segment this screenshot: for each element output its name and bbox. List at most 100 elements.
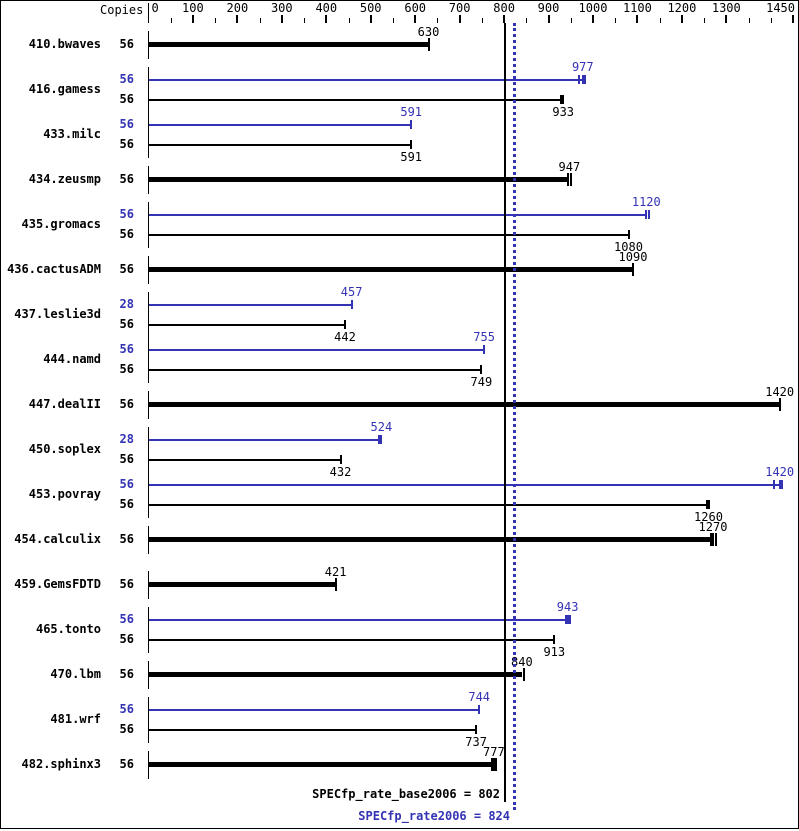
x-axis-minor-tick xyxy=(526,18,528,23)
copies-label: 28 xyxy=(119,432,134,446)
value-label: 591 xyxy=(400,105,423,119)
base-bar xyxy=(149,672,522,677)
peak-bar xyxy=(149,484,780,486)
y-axis-segment xyxy=(148,202,149,248)
base-bar xyxy=(149,369,482,371)
copies-label: 56 xyxy=(119,632,134,646)
benchmark-label: 481.wrf xyxy=(50,712,101,726)
peak-bar xyxy=(149,349,485,351)
base-bar xyxy=(149,402,780,407)
copies-label: 56 xyxy=(119,532,134,546)
x-axis-major-tick xyxy=(503,15,506,23)
x-axis-minor-tick xyxy=(393,18,394,23)
base-bar xyxy=(149,144,412,146)
value-label: 755 xyxy=(473,330,495,344)
copies-label: 56 xyxy=(119,172,134,186)
value-label: 1080 xyxy=(614,240,643,254)
x-axis-major-tick xyxy=(369,15,372,23)
x-axis-tick-label: 1000 xyxy=(578,1,608,15)
base-rate-reference-line xyxy=(504,23,506,802)
peak-bar xyxy=(149,124,412,126)
base-bar xyxy=(149,99,564,101)
x-axis-major-tick xyxy=(458,15,461,23)
benchmark-label: 436.cactusADM xyxy=(7,262,101,276)
base-bar xyxy=(149,324,345,326)
benchmark-label: 444.namd xyxy=(43,352,101,366)
x-axis-major-tick xyxy=(792,15,794,23)
value-label: 1090 xyxy=(618,250,648,264)
x-axis-tick-label: 600 xyxy=(404,1,427,15)
run-marker-tick xyxy=(627,230,630,239)
value-label: 943 xyxy=(556,600,579,614)
benchmark-label: 453.povray xyxy=(28,487,101,501)
x-axis-minor-tick xyxy=(704,18,706,23)
x-axis-minor-tick xyxy=(259,18,261,23)
run-marker-tick xyxy=(581,75,584,84)
run-marker-tick xyxy=(339,455,342,464)
run-marker-tick xyxy=(380,435,383,444)
run-marker-tick xyxy=(410,140,413,149)
value-label: 737 xyxy=(465,735,487,749)
run-marker-tick xyxy=(523,668,526,681)
value-label: 1420 xyxy=(765,465,795,479)
peak-rate-label: SPECfp_rate2006 = 824 xyxy=(358,809,510,823)
x-axis-major-tick xyxy=(414,15,417,23)
y-axis-segment xyxy=(148,472,149,518)
run-marker-tick xyxy=(781,480,784,489)
run-marker-tick xyxy=(490,758,493,771)
run-marker-tick xyxy=(778,480,781,489)
benchmark-label: 433.milc xyxy=(43,127,101,141)
value-label: 591 xyxy=(400,150,423,164)
value-label: 457 xyxy=(340,285,363,299)
peak-bar xyxy=(149,214,647,216)
copies-column-header: Copies xyxy=(100,3,144,17)
run-marker-tick xyxy=(483,345,486,354)
x-axis-tick-label: 900 xyxy=(537,1,560,15)
value-label: 840 xyxy=(511,655,533,669)
x-axis-tick-label: 700 xyxy=(448,1,471,15)
x-axis-major-tick xyxy=(547,15,550,23)
x-axis-minor-tick xyxy=(170,18,172,23)
run-marker-tick xyxy=(350,300,353,309)
y-axis-segment xyxy=(148,31,149,59)
benchmark-label: 410.bwaves xyxy=(28,37,101,51)
x-axis-minor-tick xyxy=(748,18,750,23)
x-axis-tick-label: 1300 xyxy=(711,1,741,15)
x-axis-minor-tick xyxy=(215,18,217,23)
benchmark-label: 416.gamess xyxy=(28,82,101,96)
y-axis-segment xyxy=(148,391,149,419)
copies-label: 56 xyxy=(119,497,134,511)
base-bar xyxy=(149,762,494,767)
copies-label: 56 xyxy=(119,722,134,736)
x-axis-tick-label: 1200 xyxy=(667,1,697,15)
run-marker-tick xyxy=(475,725,478,734)
base-bar xyxy=(149,459,341,461)
copies-label: 56 xyxy=(119,577,134,591)
copies-label: 56 xyxy=(119,137,134,151)
x-axis-major-tick xyxy=(236,15,239,23)
y-axis-segment xyxy=(148,166,149,194)
copies-label: 56 xyxy=(119,362,134,376)
base-rate-label: SPECfp_rate_base2006 = 802 xyxy=(312,787,500,801)
run-marker-tick xyxy=(334,578,337,591)
run-marker-tick xyxy=(567,173,570,186)
x-axis-minor-tick xyxy=(481,18,483,23)
value-label: 432 xyxy=(329,465,352,479)
benchmark-label: 470.lbm xyxy=(50,667,101,681)
run-marker-tick xyxy=(565,615,568,624)
y-axis-segment xyxy=(148,112,149,158)
value-label: 777 xyxy=(483,745,505,759)
run-marker-tick xyxy=(344,320,346,329)
copies-label: 56 xyxy=(119,207,134,221)
run-marker-tick xyxy=(478,705,481,714)
benchmark-label: 450.soplex xyxy=(28,442,101,456)
y-axis-top-segment xyxy=(148,3,149,23)
benchmark-label: 465.tonto xyxy=(35,622,101,636)
x-axis-tick-label: 300 xyxy=(270,1,293,15)
copies-label: 56 xyxy=(119,757,134,771)
x-axis-minor-tick xyxy=(348,18,350,23)
x-axis-major-tick xyxy=(680,15,683,23)
x-axis-minor-tick xyxy=(615,18,617,23)
peak-rate-reference-line xyxy=(513,23,517,810)
copies-label: 56 xyxy=(119,397,134,411)
